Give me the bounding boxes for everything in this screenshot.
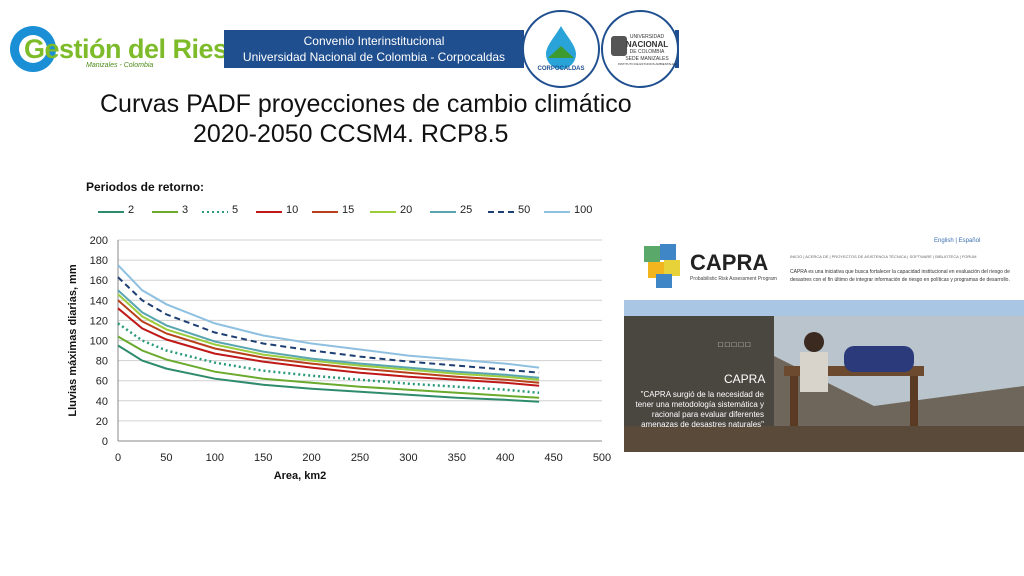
legend-swatch-10 (256, 211, 282, 213)
unal-seal-text-5: INSTITUTO DE ESTUDIOS AMBIENTALES (617, 62, 677, 66)
legend-label: 100 (574, 204, 593, 216)
x-tick-label: 250 (351, 452, 369, 464)
y-tick-label: 60 (96, 376, 108, 388)
convenio-banner (224, 30, 524, 68)
series-line-3 (117, 335, 540, 399)
legend-label: 50 (518, 204, 531, 216)
y-tick-label: 100 (90, 336, 108, 348)
corpocaldas-seal-text: CORPOCALDAS (537, 66, 585, 72)
slide-title-line-2: 2020-2050 CCSM4. RCP8.5 (193, 120, 509, 148)
y-tick-label: 200 (90, 235, 108, 247)
capra-photo-title: CAPRA (724, 372, 766, 386)
x-tick-label: 450 (544, 452, 562, 464)
x-tick-label: 0 (115, 452, 121, 464)
capra-brand-name: CAPRA (690, 250, 769, 275)
legend-swatch-2 (98, 211, 124, 213)
capra-cubes-icon (644, 244, 680, 288)
corpocaldas-drop-icon (546, 26, 576, 69)
x-tick-label: 300 (399, 452, 417, 464)
series-line-20 (117, 293, 540, 381)
capra-language-links[interactable]: English | Español (934, 238, 981, 244)
y-tick-label: 0 (102, 436, 108, 448)
y-axis-label: Lluvias máximas diarias, mm (67, 264, 79, 416)
legend-label: 2 (128, 204, 135, 216)
x-tick-label: 150 (254, 452, 272, 464)
series-line-2 (117, 344, 540, 403)
y-tick-label: 180 (90, 255, 108, 267)
legend-label: 10 (286, 204, 299, 216)
legend-swatch-25 (430, 211, 456, 213)
y-tick-label: 20 (96, 416, 108, 428)
legend-label: 15 (342, 204, 355, 216)
unal-seal-text-2: NACIONAL (625, 40, 669, 49)
capra-slider-dots[interactable]: □□□□□ (718, 340, 753, 349)
return-periods-label: Periodos de retorno: (86, 180, 205, 194)
legend-swatch-5 (202, 211, 228, 213)
banner-line-1: Convenio Interinstitucional (303, 34, 445, 48)
capra-quote: "CAPRA surgió de la necesidad de tener u… (635, 390, 764, 429)
gestion-logo-text: Gestión del Riesgo (24, 34, 260, 64)
unal-shield-icon (611, 36, 627, 56)
x-axis-label: Area, km2 (274, 470, 327, 482)
legend-swatch-15 (312, 211, 338, 213)
series-line-15 (117, 299, 540, 384)
capra-brand-subtitle: Probabilistic Risk Assessment Program (690, 276, 777, 282)
x-tick-label: 100 (206, 452, 224, 464)
y-tick-label: 120 (90, 315, 108, 327)
legend-swatch-20 (370, 211, 396, 213)
capra-nav-menu[interactable]: INICIO | ACERCA DE | PROYECTOS DE ASISTE… (790, 254, 977, 259)
capra-photo-illustration (624, 316, 1024, 452)
x-tick-label: 350 (448, 452, 466, 464)
legend-swatch-50 (488, 211, 514, 213)
y-tick-label: 160 (90, 275, 108, 287)
capra-topbar (624, 232, 1024, 300)
legend-swatch-100 (544, 211, 570, 213)
series-line-10 (117, 307, 540, 387)
unal-seal-text-3: DE COLOMBIA (629, 49, 665, 55)
banner-line-2: Universidad Nacional de Colombia - Corpo… (242, 50, 506, 64)
legend-label: 3 (182, 204, 189, 216)
x-tick-label: 500 (593, 452, 611, 464)
y-tick-label: 40 (96, 396, 108, 408)
unal-seal-text-1: UNIVERSIDAD (629, 34, 665, 40)
series-line-50 (117, 276, 540, 374)
series-line-100 (117, 264, 540, 369)
padf-line-chart: 0 20 40 60 80 100 120 140 160 180 200 0 50 100 150 200 2… (67, 235, 611, 482)
gestion-logo-subtitle: Manizales - Colombia (86, 62, 154, 69)
x-tick-label: 50 (160, 452, 172, 464)
legend-label: 20 (400, 204, 413, 216)
slide-title-line-1: Curvas PADF proyecciones de cambio climá… (100, 90, 632, 118)
unal-seal-text-4: SEDE MANIZALES (625, 56, 669, 62)
legend-label: 5 (232, 204, 239, 216)
series-line-5 (117, 322, 540, 395)
capra-blue-band (624, 300, 1024, 316)
legend-label: 25 (460, 204, 473, 216)
gestion-logo-icon (10, 26, 56, 72)
unal-seal-icon: UNIVERSIDAD NACIONAL DE COLOMBIA SEDE MA… (601, 10, 679, 88)
x-tick-label: 400 (496, 452, 514, 464)
legend-swatch-3 (152, 211, 178, 213)
capra-description: CAPRA es una iniciativa que busca fortal… (790, 269, 1010, 283)
x-tick-label: 200 (302, 452, 320, 464)
capra-hero-photo (624, 316, 1024, 452)
y-tick-label: 80 (96, 356, 108, 368)
corpocaldas-seal-icon: CORPOCALDAS (522, 10, 600, 88)
y-tick-label: 140 (90, 295, 108, 307)
series-line-25 (117, 289, 540, 379)
